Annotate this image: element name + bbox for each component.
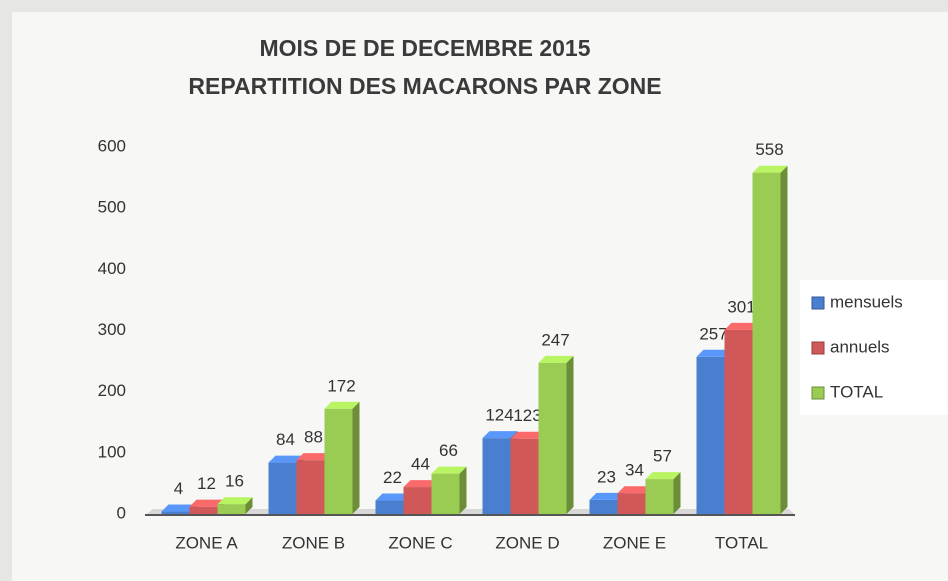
data-label: 4 (174, 479, 183, 498)
bar-side (673, 472, 681, 514)
data-label: 558 (755, 140, 783, 159)
legend (800, 280, 948, 415)
bar-top (482, 431, 518, 439)
x-tick-label: TOTAL (715, 533, 768, 552)
bar (752, 172, 781, 514)
data-label: 44 (411, 455, 430, 474)
y-tick-label: 600 (98, 136, 126, 155)
bar-top (296, 453, 332, 461)
bar-side (566, 355, 574, 514)
data-label: 66 (439, 441, 458, 460)
y-tick-label: 500 (98, 198, 126, 217)
bar (217, 504, 246, 514)
bar (617, 493, 646, 514)
legend-label: annuels (830, 337, 890, 356)
bar (696, 356, 725, 514)
data-label: 22 (383, 468, 402, 487)
bar-side (459, 466, 467, 514)
data-label: 16 (225, 472, 244, 491)
bar-top (589, 492, 625, 500)
bar-top (403, 480, 439, 488)
x-tick-label: ZONE C (388, 533, 452, 552)
bar (161, 511, 190, 514)
data-label: 12 (197, 474, 216, 493)
bar (324, 408, 353, 514)
x-tick-label: ZONE D (495, 533, 559, 552)
bar-top (431, 466, 467, 474)
data-label: 123 (513, 406, 541, 425)
bar (375, 500, 404, 514)
bar-top (510, 431, 546, 439)
bar-top (538, 355, 574, 363)
bar (645, 479, 674, 514)
chart-title: MOIS DE DE DECEMBRE 2015 (259, 35, 590, 61)
data-label: 34 (625, 461, 644, 480)
data-label: 84 (276, 430, 295, 449)
bar (431, 473, 460, 514)
bar (268, 462, 297, 514)
bar-top (724, 322, 760, 330)
bar (403, 487, 432, 514)
bar-top (161, 504, 197, 512)
bar-side (780, 165, 788, 514)
data-label: 247 (541, 330, 569, 349)
data-label: 124 (485, 406, 513, 425)
legend-label: mensuels (830, 292, 903, 311)
bar (589, 499, 618, 514)
data-label: 57 (653, 447, 672, 466)
data-label: 23 (597, 467, 616, 486)
bar-side (245, 497, 253, 514)
y-tick-label: 100 (98, 442, 126, 461)
bar-top (617, 486, 653, 494)
bar-top (696, 349, 732, 357)
data-label: 172 (327, 376, 355, 395)
data-label: 301 (727, 297, 755, 316)
x-tick-label: ZONE E (603, 533, 666, 552)
y-tick-label: 0 (117, 503, 126, 522)
x-tick-label: ZONE B (282, 533, 345, 552)
bar (538, 362, 567, 514)
bar (482, 438, 511, 514)
y-tick-label: 400 (98, 259, 126, 278)
bar (189, 506, 218, 514)
y-tick-label: 300 (98, 320, 126, 339)
bar-top (217, 497, 253, 505)
chart-area (12, 12, 948, 581)
bar-top (375, 493, 411, 501)
bar (724, 329, 753, 514)
bar-top (324, 401, 360, 409)
legend-swatch (811, 386, 825, 400)
chart-subtitle: REPARTITION DES MACARONS PAR ZONE (188, 73, 661, 99)
bar-side (352, 401, 360, 514)
data-label: 88 (304, 428, 323, 447)
y-tick-label: 200 (98, 381, 126, 400)
bar-top (189, 499, 225, 507)
bar-top (268, 455, 304, 463)
data-label: 257 (699, 324, 727, 343)
legend-swatch (811, 341, 825, 355)
bar-top (752, 165, 788, 173)
bar-top (645, 472, 681, 480)
bar (510, 438, 539, 514)
legend-label: TOTAL (830, 382, 883, 401)
legend-swatch (811, 296, 825, 310)
bar (296, 460, 325, 514)
x-tick-label: ZONE A (175, 533, 238, 552)
